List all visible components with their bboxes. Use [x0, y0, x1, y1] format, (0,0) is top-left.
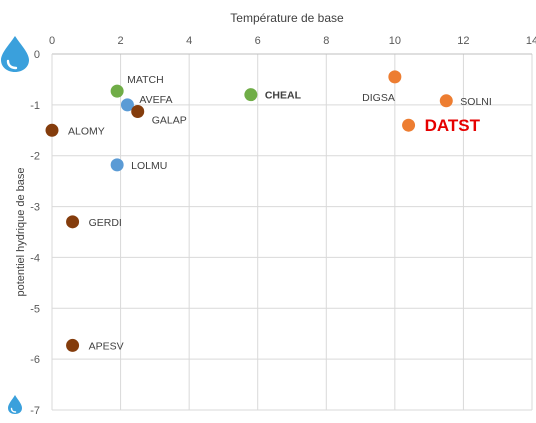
x-tick-labels: 0 2 4 6 8 10 12 14	[49, 35, 536, 47]
data-point-lolmu	[110, 158, 124, 172]
data-point-digsa	[388, 70, 402, 84]
x-tick-label: 8	[323, 35, 329, 47]
x-axis-title: Température de base	[230, 11, 344, 25]
y-tick-label: -6	[30, 354, 40, 366]
data-point-match	[110, 84, 124, 98]
data-point-gerdi	[66, 215, 80, 229]
grid	[52, 54, 533, 411]
y-tick-label: -3	[30, 202, 40, 214]
x-tick-label: 4	[186, 35, 192, 47]
water-drop-icon	[8, 395, 22, 414]
point-label-gerdi: GERDI	[89, 217, 122, 229]
x-tick-label: 14	[526, 35, 536, 47]
point-label-cheal: CHEAL	[265, 90, 302, 102]
y-tick-label: -5	[30, 303, 40, 315]
water-drop-icon	[1, 36, 29, 72]
data-point-apesv	[66, 338, 80, 352]
x-tick-label: 0	[49, 35, 55, 47]
point-label-digsa: DIGSA	[362, 92, 395, 104]
data-point-datst	[402, 118, 416, 132]
y-tick-label: -4	[30, 252, 40, 264]
y-tick-label: 0	[34, 49, 40, 61]
x-tick-label: 6	[255, 35, 261, 47]
x-tick-label: 10	[389, 35, 401, 47]
point-label-datst: DATST	[425, 116, 481, 135]
y-tick-labels: 0 -1 -2 -3 -4 -5 -6 -7	[30, 49, 40, 417]
x-tick-label: 2	[118, 35, 124, 47]
data-point-cheal	[244, 88, 258, 102]
data-points	[45, 70, 453, 352]
point-label-galap: GALAP	[152, 114, 187, 126]
y-tick-label: -1	[30, 100, 40, 112]
point-label-apesv: APESV	[89, 340, 124, 352]
y-tick-label: -2	[30, 151, 40, 163]
data-point-avefa	[120, 98, 134, 112]
axes	[51, 53, 532, 410]
data-point-solni	[439, 94, 453, 108]
data-point-alomy	[45, 123, 59, 137]
data-point-galap	[131, 104, 145, 118]
point-labels: MATCH AVEFA GALAP ALOMY LOLMU GERDI APESV CHEAL…	[68, 74, 492, 352]
point-label-alomy: ALOMY	[68, 125, 105, 137]
x-tick-label: 12	[457, 35, 469, 47]
point-label-solni: SOLNI	[460, 96, 492, 108]
point-label-lolmu: LOLMU	[131, 160, 167, 172]
y-tick-label: -7	[30, 405, 40, 417]
point-label-avefa: AVEFA	[139, 94, 172, 106]
point-label-match: MATCH	[127, 74, 164, 86]
y-axis-title: potentiel hydrique de base	[15, 167, 27, 296]
